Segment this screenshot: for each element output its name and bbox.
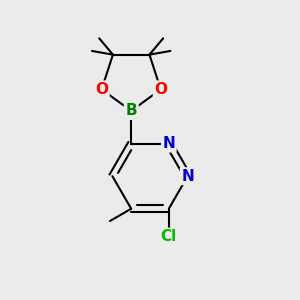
Text: B: B: [125, 103, 137, 118]
Text: N: N: [181, 169, 194, 184]
Text: B: B: [125, 103, 137, 118]
Text: O: O: [95, 82, 108, 97]
Text: N: N: [162, 136, 175, 151]
Text: O: O: [154, 82, 167, 97]
Text: Cl: Cl: [161, 229, 177, 244]
